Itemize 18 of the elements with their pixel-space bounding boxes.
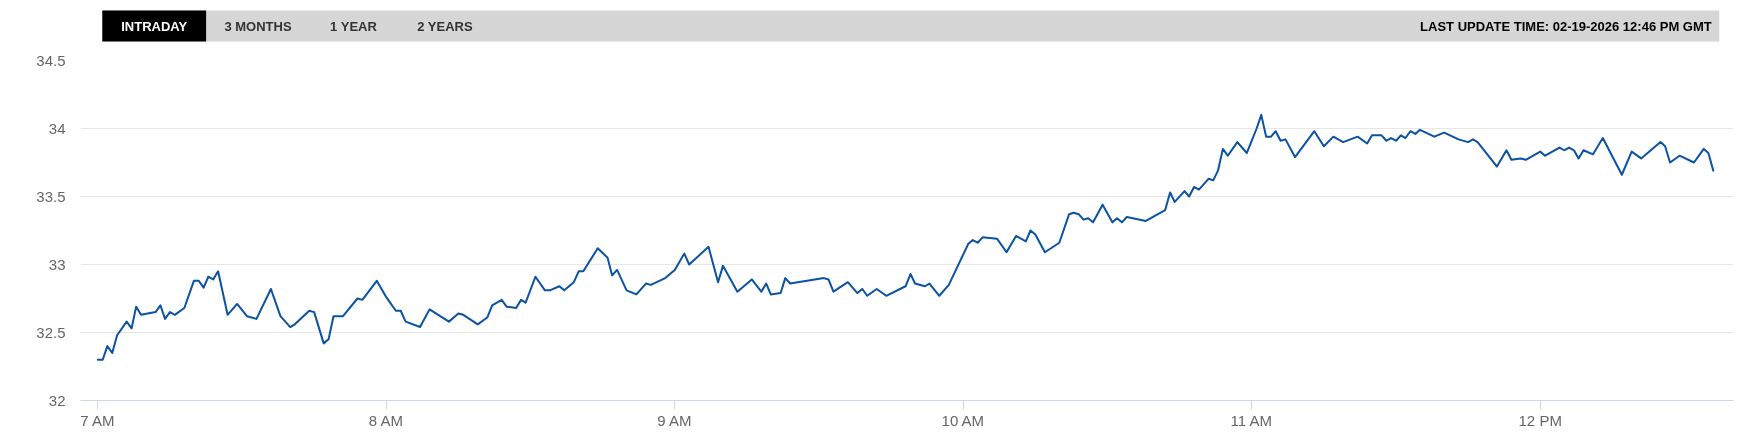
- text: 3 MONTHS: [224, 18, 292, 34]
- x-tick-label: 9 AM: [657, 411, 692, 429]
- x-tick-label: 10 AM: [941, 411, 985, 429]
- line-series: [96, 113, 1715, 361]
- x-tick-label: 8 AM: [368, 411, 403, 429]
- text: 1 YEAR: [330, 18, 378, 34]
- x-tick-label: 11 AM: [1230, 411, 1273, 429]
- y-tick-label: 34: [48, 119, 66, 137]
- y-tick-label: 32: [48, 391, 66, 409]
- text: 2 YEARS: [417, 18, 473, 34]
- y-tick-label: 33.5: [36, 187, 66, 205]
- chart-subtitle: LAST UPDATE TIME: 02-19-2026 12:46 PM GMT: [1420, 18, 1712, 34]
- text: INTRADAY: [121, 18, 188, 34]
- y-tick-label: 32.5: [36, 323, 66, 341]
- y-tick-label: 34.5: [36, 51, 66, 69]
- x-tick-label: 12 PM: [1518, 411, 1562, 429]
- y-tick-label: 33: [48, 255, 66, 273]
- x-tick-label: 7 AM: [80, 411, 115, 429]
